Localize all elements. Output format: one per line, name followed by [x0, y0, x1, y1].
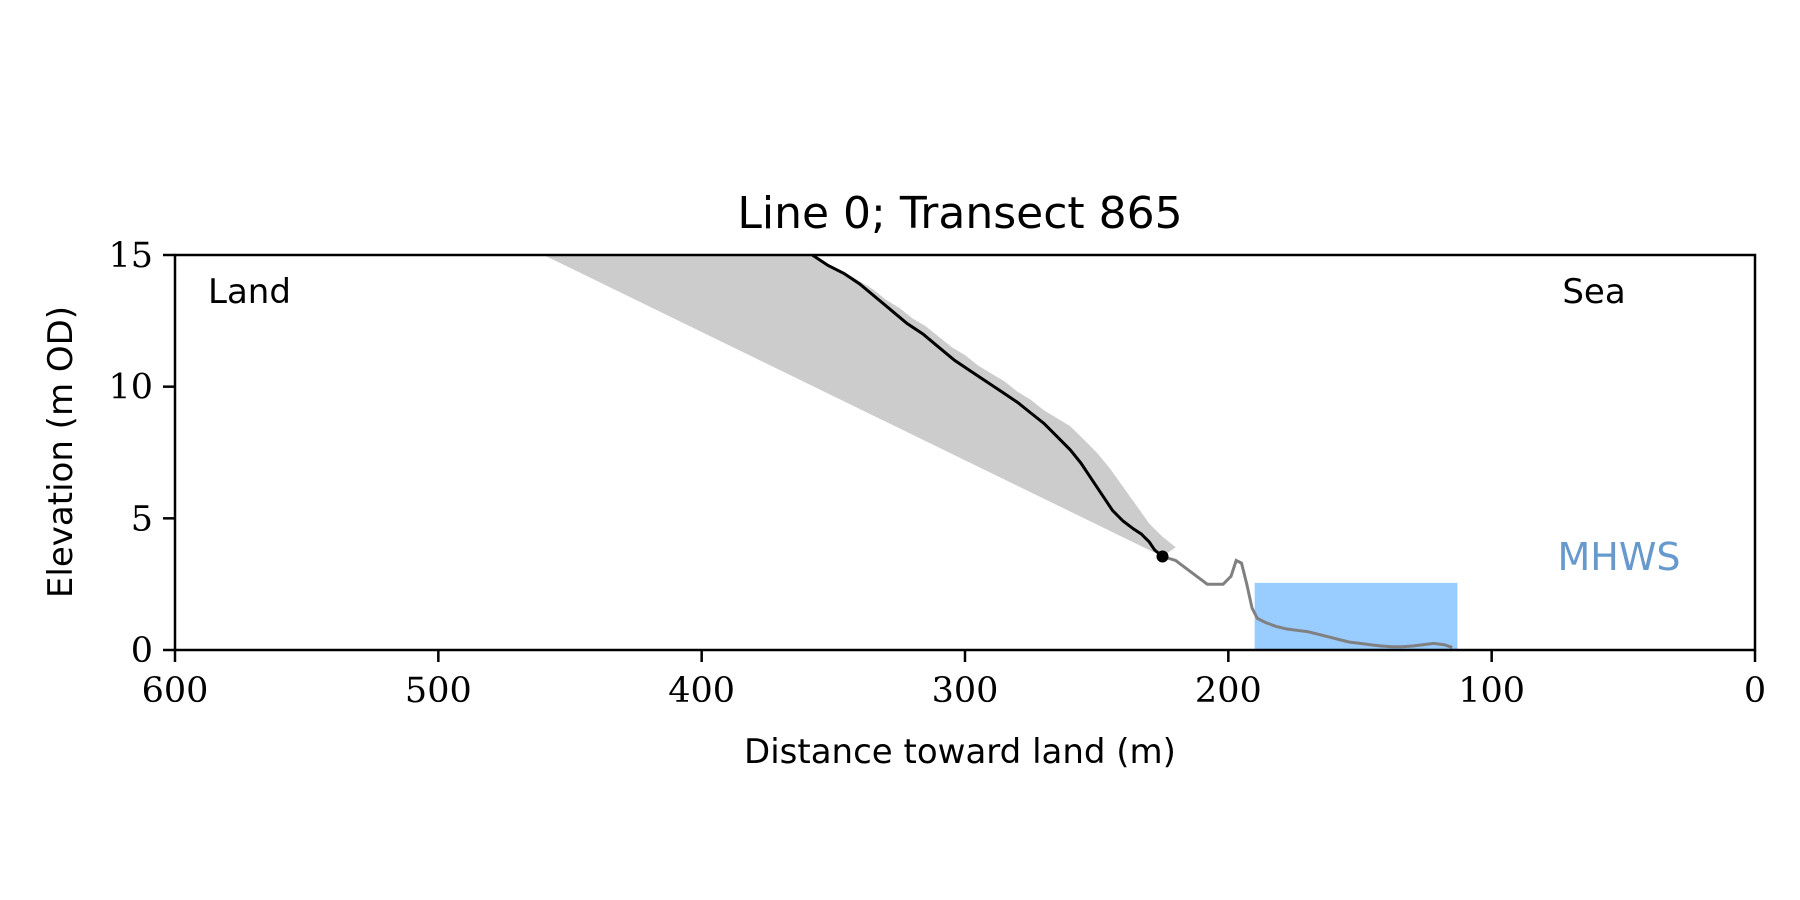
- sea-annotation: Sea: [1562, 272, 1625, 312]
- x-tick-label: 200: [1195, 671, 1262, 711]
- x-tick-label: 300: [932, 671, 999, 711]
- x-tick-label: 500: [405, 671, 472, 711]
- land-annotation: Land: [208, 272, 291, 312]
- y-tick-label: 5: [131, 499, 153, 539]
- chart-title: Line 0; Transect 865: [737, 188, 1182, 239]
- x-tick-label: 100: [1458, 671, 1525, 711]
- mhws-label: MHWS: [1557, 535, 1680, 579]
- x-axis: 600 500 400 300 200 100 0: [142, 650, 1766, 711]
- plot-area: [543, 253, 1458, 650]
- y-tick-label: 0: [131, 631, 153, 671]
- y-tick-label: 15: [108, 236, 153, 276]
- x-tick-label: 400: [668, 671, 735, 711]
- y-axis-label: Elevation (m OD): [41, 306, 81, 598]
- x-tick-label: 600: [142, 671, 209, 711]
- foreshore-profile-line: [1162, 555, 1453, 649]
- mhws-band: [1254, 582, 1458, 650]
- shaded-region: [543, 255, 1176, 557]
- cliff-profile-line: [811, 253, 1164, 558]
- marker-point: [1156, 550, 1169, 563]
- y-axis: 0 5 10 15: [108, 236, 175, 671]
- x-axis-label: Distance toward land (m): [744, 732, 1176, 772]
- y-tick-label: 10: [108, 368, 153, 408]
- x-tick-label: 0: [1744, 671, 1766, 711]
